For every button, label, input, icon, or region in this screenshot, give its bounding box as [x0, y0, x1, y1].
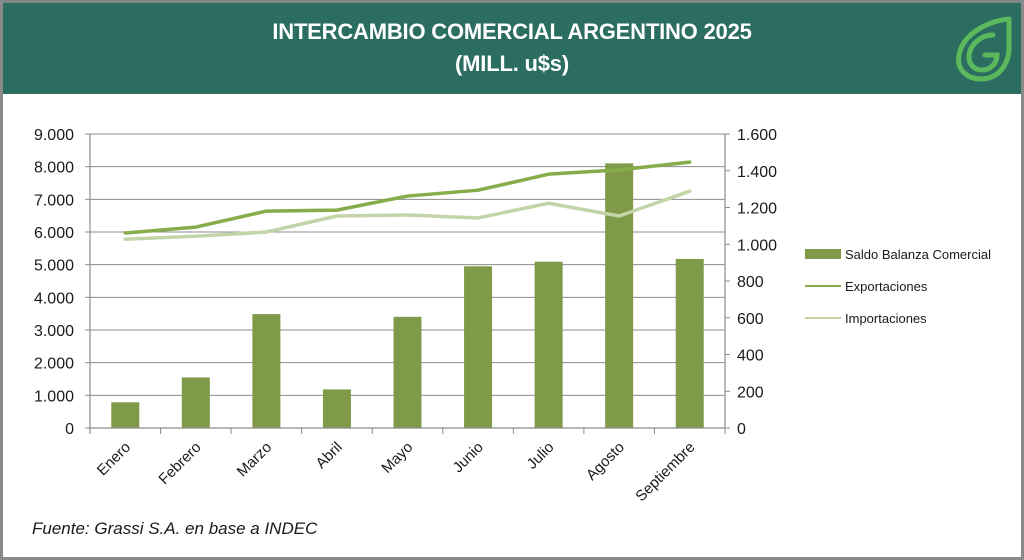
bar-enero: [111, 402, 140, 428]
bar-junio: [464, 266, 493, 428]
legend: Saldo Balanza Comercial Exportaciones Impo…: [805, 247, 991, 326]
category-label: Agosto: [583, 439, 628, 484]
bar-mayo: [393, 316, 422, 428]
right-axis-tick-label: 1.400: [737, 164, 777, 181]
point-exportaciones: [264, 209, 268, 213]
legend-label: Importaciones: [845, 311, 927, 326]
left-axis-tick-label: 3.000: [34, 323, 74, 340]
category-label: Febrero: [155, 439, 204, 488]
point-importaciones: [123, 237, 127, 241]
point-exportaciones: [547, 172, 551, 176]
source-note: Fuente: Grassi S.A. en base a INDEC: [32, 519, 318, 538]
grassi-leaf-logo-icon: [956, 16, 1012, 82]
bar-series-saldo: [111, 163, 704, 428]
left-axis-tick-label: 7.000: [34, 192, 74, 209]
point-exportaciones: [123, 231, 127, 235]
category-label: Junio: [450, 439, 487, 476]
category-label: Julio: [524, 439, 558, 473]
point-importaciones: [335, 214, 339, 218]
right-axis-tick-label: 800: [737, 274, 764, 291]
left-axis-tick-labels: 0 1.000 2.000 3.000 4.000 5.000 6.000 7.000 8.00…: [34, 127, 74, 438]
axes: [85, 133, 730, 434]
right-axis-tick-label: 1.000: [737, 237, 777, 254]
left-axis-tick-label: 5.000: [34, 258, 74, 275]
point-exportaciones: [617, 168, 621, 172]
right-axis-tick-label: 400: [737, 348, 764, 365]
point-importaciones: [617, 214, 621, 218]
left-axis-tick-label: 0: [65, 421, 74, 438]
category-label: Enero: [94, 439, 134, 479]
line-series: [123, 160, 692, 241]
point-exportaciones: [406, 194, 409, 198]
category-label: Mayo: [378, 439, 416, 477]
category-label: Septiembre: [632, 439, 698, 505]
chart-subtitle-units: (MILL. u$s): [455, 51, 569, 76]
bar-septiembre: [675, 258, 704, 428]
point-exportaciones: [476, 188, 480, 192]
left-axis-tick-label: 2.000: [34, 356, 74, 373]
right-axis-tick-label: 1.200: [737, 201, 777, 218]
left-axis-tick-label: 1.000: [34, 388, 74, 405]
bar-abril: [322, 389, 351, 428]
chart-title: INTERCAMBIO COMERCIAL ARGENTINO 2025: [272, 19, 752, 44]
category-label: Marzo: [234, 439, 275, 480]
point-importaciones: [547, 201, 551, 205]
left-axis-tick-label: 9.000: [34, 127, 74, 144]
right-axis-tick-labels: 0 200 400 600 800 1.000 1.200 1.400 1.600: [737, 127, 777, 438]
chart-header: INTERCAMBIO COMERCIAL ARGENTINO 2025 (MI…: [3, 3, 1021, 94]
legend-swatch-bar: [805, 249, 841, 259]
bar-julio: [534, 261, 563, 428]
right-axis-tick-label: 600: [737, 311, 764, 328]
point-importaciones: [406, 213, 409, 217]
left-axis-tick-label: 8.000: [34, 160, 74, 177]
bar-agosto: [605, 163, 634, 428]
point-importaciones: [264, 230, 268, 234]
point-importaciones: [194, 234, 198, 238]
right-axis-tick-label: 200: [737, 384, 764, 401]
left-axis-tick-label: 6.000: [34, 225, 74, 242]
point-exportaciones: [688, 160, 692, 164]
legend-label: Saldo Balanza Comercial: [845, 247, 991, 262]
legend-label: Exportaciones: [845, 279, 928, 294]
right-axis-tick-label: 0: [737, 421, 746, 438]
category-labels: Enero Febrero Marzo Abril Mayo Junio Julio Agos…: [94, 439, 699, 505]
left-axis-tick-label: 4.000: [34, 290, 74, 307]
point-importaciones: [476, 216, 480, 220]
bar-febrero: [181, 377, 210, 428]
bar-marzo: [252, 314, 281, 428]
right-axis-tick-label: 1.600: [737, 127, 777, 144]
point-exportaciones: [335, 208, 339, 212]
point-exportaciones: [194, 225, 198, 229]
point-importaciones: [688, 189, 692, 193]
category-label: Abril: [313, 439, 346, 472]
